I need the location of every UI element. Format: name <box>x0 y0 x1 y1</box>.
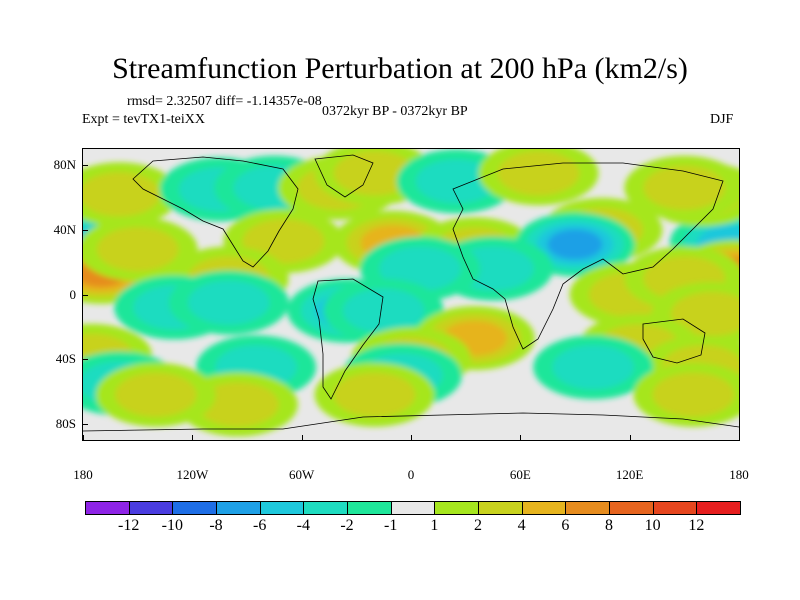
colorbar-level-label: 6 <box>561 517 570 534</box>
x-tick-label: 180 <box>73 467 93 482</box>
colorbar-box <box>565 501 610 515</box>
colorbar-box <box>521 501 567 515</box>
colorbar-box <box>303 501 348 515</box>
anomaly-contour <box>415 159 498 204</box>
colorbar <box>85 501 741 515</box>
colorbar-level-label: 8 <box>605 517 613 534</box>
map-svg <box>83 149 739 440</box>
anomaly-contour <box>188 280 270 325</box>
x-tick-mark <box>301 435 303 441</box>
x-tick-label: 180 <box>729 467 749 482</box>
colorbar-box <box>216 501 261 515</box>
anomaly-contour <box>552 345 634 390</box>
coastline-antarctica <box>83 412 739 432</box>
colorbar-level-label: -2 <box>340 517 354 534</box>
colorbar-level-label: 10 <box>644 517 661 534</box>
season-label: DJF <box>710 112 734 127</box>
colorbar-level-label: -4 <box>296 517 310 534</box>
anomaly-26 <box>168 270 289 335</box>
x-tick-mark <box>411 435 412 441</box>
y-tick-mark <box>82 423 88 425</box>
anomaly-4 <box>83 162 180 227</box>
colorbar-box <box>434 501 479 515</box>
colorbar-level-label: -1 <box>383 517 398 534</box>
colorbar-level-label: -10 <box>161 517 183 534</box>
y-tick-mark <box>82 359 88 361</box>
colorbar-level-label: 12 <box>688 517 705 534</box>
anomaly-40 <box>633 362 739 427</box>
coastline-eurasia-africa <box>452 162 724 350</box>
anomaly-28 <box>323 278 444 343</box>
coastline-australia <box>642 318 706 364</box>
anomaly-contour <box>333 151 416 196</box>
anomaly-contour <box>333 372 416 417</box>
coastline-layer <box>83 154 739 432</box>
coastline-north-america <box>132 156 299 268</box>
period-label: 0372kyr BP - 0372kyr BP <box>322 104 468 119</box>
chart-title: Streamfunction Perturbation at 200 hPa (… <box>112 52 688 85</box>
colorbar-box <box>85 501 130 515</box>
anomaly-36 <box>533 335 654 400</box>
colorbar-level-label: 2 <box>474 517 482 534</box>
y-tick-label: 40N <box>53 221 76 237</box>
y-tick-mark <box>82 229 88 231</box>
x-tick-label: 120E <box>615 467 644 482</box>
y-tick-mark <box>82 165 88 167</box>
colorbar-box <box>259 501 305 515</box>
y-tick-label: 0 <box>69 286 77 302</box>
y-tick-label: 40S <box>55 351 76 367</box>
y-tick-label: 80N <box>53 157 76 173</box>
y-tick-label: 80S <box>55 415 76 431</box>
colorbar-level-label: 4 <box>517 517 526 534</box>
colorbar-box <box>478 501 523 515</box>
anomaly-contour <box>643 165 726 210</box>
y-tick-mark <box>82 294 88 296</box>
anomaly-contour <box>379 246 461 291</box>
x-tick-mark <box>520 435 522 441</box>
x-tick-mark <box>739 435 740 441</box>
x-tick-mark <box>192 435 194 441</box>
colorbar-level-label: -12 <box>117 517 140 534</box>
anomaly-18 <box>515 212 635 277</box>
map-plot-area <box>82 148 740 441</box>
anomaly-41 <box>95 362 216 427</box>
colorbar-box <box>172 501 217 515</box>
x-tick-label: 60E <box>509 467 531 482</box>
anomaly-6 <box>83 217 198 282</box>
x-tick-label: 60W <box>289 467 315 482</box>
anomaly-contour <box>342 288 425 333</box>
colorbar-level-label: -6 <box>252 517 267 534</box>
coastline-greenland <box>314 154 374 198</box>
colorbar-level-label: -8 <box>209 517 223 534</box>
x-tick-mark <box>83 435 84 441</box>
anomaly-contour <box>115 372 197 417</box>
x-tick-label: 0 <box>407 467 415 482</box>
x-tick-label: 120W <box>176 467 209 482</box>
anomaly-contour <box>652 372 735 417</box>
stats-text: rmsd= 2.32507 diff= -1.14357e-08 <box>127 94 322 109</box>
colorbar-box <box>652 501 698 515</box>
colorbar-box <box>609 501 654 515</box>
anomaly-contour <box>83 172 161 217</box>
colorbar-box <box>347 501 392 515</box>
anomaly-contour <box>670 291 739 336</box>
x-tick-mark <box>629 435 631 441</box>
anomaly-contour <box>497 151 580 196</box>
colorbar-box <box>390 501 436 515</box>
coastline-south-america <box>312 278 384 400</box>
colorbar-box <box>696 501 741 515</box>
anomaly-contour <box>96 227 179 272</box>
anomaly-contour <box>197 382 279 427</box>
colorbar-box <box>128 501 174 515</box>
colorbar-level-label: 1 <box>430 517 439 534</box>
anomaly-contour <box>547 229 603 260</box>
experiment-label: Expt = tevTX1-teiXX <box>82 112 205 127</box>
anomaly-39 <box>314 362 435 427</box>
